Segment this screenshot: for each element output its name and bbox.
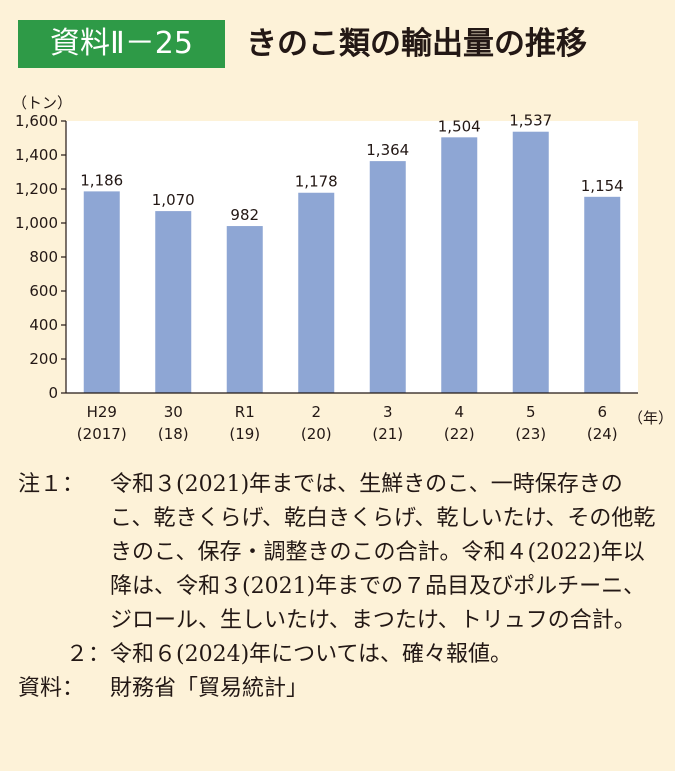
bar-value-label: 1,186 bbox=[80, 171, 123, 189]
y-tick-label: 1,600 bbox=[15, 112, 58, 130]
bar bbox=[83, 191, 120, 393]
x-tick-sublabel: (21) bbox=[372, 425, 403, 443]
figure-number-badge: 資料Ⅱ－25 bbox=[18, 20, 225, 68]
note-2-label: ２： bbox=[65, 642, 110, 667]
source-text: 財務省「貿易統計」 bbox=[110, 676, 309, 701]
x-tick-label: H29 bbox=[87, 403, 117, 421]
x-tick-label: 4 bbox=[454, 403, 464, 421]
note-1: 注１： 令和３(2021)年までは、生鮮きのこ、一時保存きのこ、乾きくらげ、乾白… bbox=[18, 468, 663, 638]
bar-value-label: 982 bbox=[230, 206, 259, 224]
bar bbox=[584, 196, 621, 393]
plot-area bbox=[66, 121, 638, 393]
bar-value-label: 1,070 bbox=[152, 191, 195, 209]
y-tick-label: 1,200 bbox=[15, 180, 58, 198]
bar-value-label: 1,537 bbox=[509, 112, 552, 130]
x-tick-label: R1 bbox=[235, 403, 255, 421]
bar-value-label: 1,178 bbox=[295, 173, 338, 191]
bar bbox=[369, 161, 406, 393]
bar-value-label: 1,154 bbox=[581, 177, 624, 195]
y-tick-label: 1,400 bbox=[15, 146, 58, 164]
y-tick-label: 400 bbox=[29, 316, 58, 334]
x-tick-sublabel: (18) bbox=[158, 425, 189, 443]
bar bbox=[512, 131, 549, 393]
page-title: きのこ類の輸出量の推移 bbox=[246, 26, 587, 62]
x-tick-label: 2 bbox=[311, 403, 321, 421]
bar-chart: 1,186 1,070 982 1,178 1,364 1,504 1,537 1,154 0… bbox=[12, 94, 673, 443]
x-tick-sublabel: (20) bbox=[301, 425, 332, 443]
y-tick-label: 200 bbox=[29, 350, 58, 368]
bar-value-label: 1,364 bbox=[366, 141, 409, 159]
bar-value-label: 1,504 bbox=[438, 117, 481, 135]
note-2-text: 令和６(2024)年については、確々報値。 bbox=[110, 642, 513, 667]
x-tick-sublabel: (22) bbox=[444, 425, 475, 443]
bar bbox=[155, 211, 192, 393]
note-2: ２： 令和６(2024)年については、確々報値。 bbox=[18, 638, 663, 672]
x-tick-sublabel: (23) bbox=[515, 425, 546, 443]
x-tick-label: 30 bbox=[164, 403, 183, 421]
y-tick-label: 600 bbox=[29, 282, 58, 300]
source: 資料： 財務省「貿易統計」 bbox=[18, 672, 663, 706]
header: 資料Ⅱ－25 きのこ類の輸出量の推移 bbox=[18, 20, 658, 68]
y-tick-label: 1,000 bbox=[15, 214, 58, 232]
y-tick-label: 800 bbox=[29, 248, 58, 266]
y-axis-unit-label: （トン） bbox=[12, 94, 72, 112]
notes: 注１： 令和３(2021)年までは、生鮮きのこ、一時保存きのこ、乾きくらげ、乾白… bbox=[18, 468, 663, 706]
x-tick-label: 5 bbox=[526, 403, 536, 421]
bar bbox=[226, 226, 263, 393]
y-tick-label: 0 bbox=[48, 384, 58, 402]
bar bbox=[441, 137, 478, 393]
note-1-label: 注１： bbox=[18, 472, 85, 497]
x-tick-sublabel: (19) bbox=[229, 425, 260, 443]
x-tick-label: 3 bbox=[383, 403, 393, 421]
source-label: 資料： bbox=[18, 676, 85, 701]
x-axis-unit-label: （年） bbox=[628, 409, 673, 427]
bar bbox=[298, 192, 335, 393]
note-1-text: 令和３(2021)年までは、生鮮きのこ、一時保存きのこ、乾きくらげ、乾白きくらげ… bbox=[110, 472, 656, 633]
x-tick-sublabel: (24) bbox=[587, 425, 618, 443]
x-tick-sublabel: (2017) bbox=[77, 425, 127, 443]
x-tick-label: 6 bbox=[597, 403, 607, 421]
